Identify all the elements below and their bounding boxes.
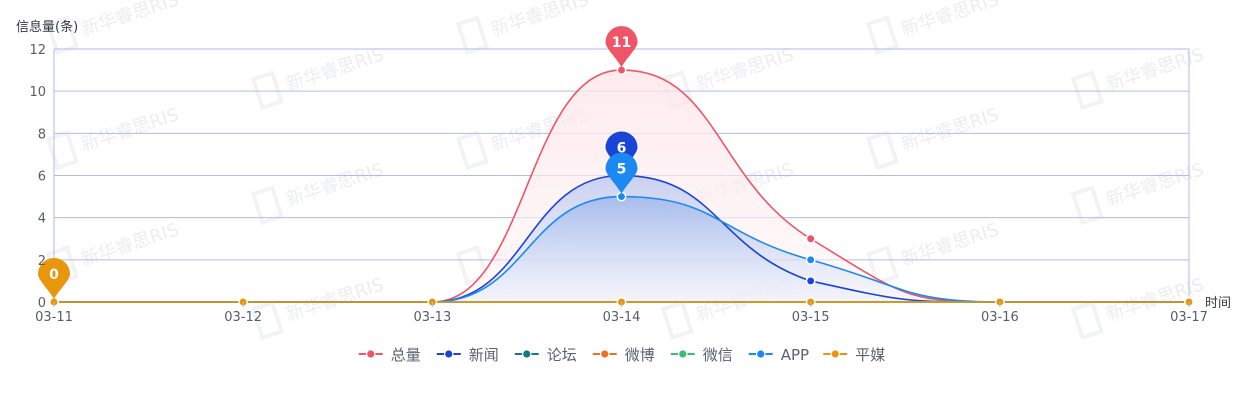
svg-text:新华睿思RIS: 新华睿思RIS [79,0,182,40]
svg-text:新华睿思RIS: 新华睿思RIS [489,0,592,40]
app-point [805,254,816,265]
y-tick-label: 2 [38,254,46,269]
legend-label: APP [781,346,809,364]
legend-label: 微信 [703,346,733,364]
app-area [54,196,1189,302]
x-tick-label: 03-11 [35,310,73,325]
watermark: 新华睿思RIS [250,159,387,226]
x-tick-label: 03-17 [1170,310,1208,325]
svg-text:新华睿思RIS: 新华睿思RIS [1104,44,1207,95]
y-tick-label: 12 [29,43,46,58]
app-max-pin: 5 [605,152,638,194]
legend-item-app[interactable]: APP [748,346,809,364]
svg-text:新华睿思RIS: 新华睿思RIS [899,219,1002,270]
y-tick-label: 8 [38,127,46,142]
watermark: 新华睿思RIS [1070,159,1207,226]
legend-item-news[interactable]: 新闻 [436,346,499,364]
y-tick-label: 6 [38,170,46,185]
max-pins: 11 6 5 0 [38,26,638,299]
svg-text:新华睿思RIS: 新华睿思RIS [79,219,182,270]
x-tick-label: 03-12 [224,310,262,325]
legend-item-weibo[interactable]: 微博 [592,346,655,364]
watermark: 新华睿思RIS [865,0,1002,56]
total-max-pin-label: 11 [612,35,631,51]
legend-label: 微博 [625,346,655,364]
total-point [616,65,627,76]
legend-item-forum[interactable]: 论坛 [514,346,577,364]
x-tick-label: 03-14 [603,310,641,325]
legend-label: 新闻 [469,346,499,364]
svg-text:新华睿思RIS: 新华睿思RIS [284,44,387,95]
svg-text:新华睿思RIS: 新华睿思RIS [899,0,1002,40]
x-axis-title: 时间 [1205,296,1231,311]
y-tick-label: 10 [29,85,46,100]
y-axis-title: 信息量(条) [16,19,78,35]
news-max-pin-label: 6 [617,141,627,157]
legend-item-total[interactable]: 总量 [358,346,421,364]
print-media-max-pin: 0 [38,258,70,299]
x-tick-label: 03-13 [413,310,451,325]
y-axis-ticks: 0 2 4 6 8 10 12 [29,43,46,311]
watermark: 新华睿思RIS [865,219,1002,286]
svg-text:新华睿思RIS: 新华睿思RIS [79,104,182,155]
total-max-pin: 11 [605,26,638,68]
app-point [616,191,627,202]
legend-label: 总量 [391,346,421,364]
legend-label: 平媒 [855,346,885,364]
legend-label: 论坛 [547,346,577,364]
svg-text:新华睿思RIS: 新华睿思RIS [284,274,387,325]
x-tick-label: 03-16 [981,310,1019,325]
total-point [805,233,816,244]
legend-item-wechat[interactable]: 微信 [670,346,733,364]
x-tick-label: 03-15 [792,310,830,325]
svg-text:新华睿思RIS: 新华睿思RIS [899,104,1002,155]
watermark: 新华睿思RIS [250,274,387,341]
print-media-max-pin-label: 0 [49,267,59,283]
watermark: 新华睿思RIS [455,0,592,56]
app-max-pin-label: 5 [617,162,627,178]
legend-item-print-media[interactable]: 平媒 [823,346,885,364]
x-axis-ticks: 03-11 03-12 03-13 03-14 03-15 03-16 03-17 [35,302,1208,325]
legend: 总量 新闻 论坛 微博 微信 APP 平媒 [358,346,885,364]
news-point [805,275,816,286]
svg-text:新华睿思RIS: 新华睿思RIS [694,44,797,95]
y-tick-label: 0 [38,296,46,311]
news-max-pin: 6 [605,131,638,173]
svg-text:新华睿思RIS: 新华睿思RIS [1104,159,1207,210]
y-tick-label: 4 [38,212,46,227]
svg-text:新华睿思RIS: 新华睿思RIS [284,159,387,210]
